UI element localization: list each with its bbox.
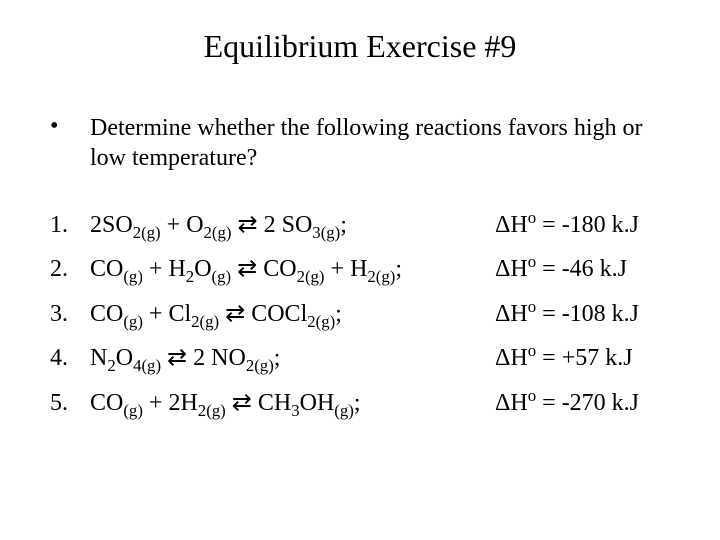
bullet-marker: • <box>50 113 90 173</box>
question-row: • Determine whether the following reacti… <box>50 113 670 173</box>
reaction-row: 5. CO(g) + 2H2(g) ⇄ CH3OH(g); ΔHo = -270… <box>50 387 670 419</box>
item-number: 4. <box>50 342 90 374</box>
reaction-equation: 2SO2(g) + O2(g) ⇄ 2 SO3(g); <box>90 209 495 241</box>
delta-h: ΔHo = +57 k.J <box>495 342 670 374</box>
page-title: Equilibrium Exercise #9 <box>50 28 670 65</box>
delta-h: ΔHo = -108 k.J <box>495 298 670 330</box>
delta-h: ΔHo = -46 k.J <box>495 253 670 285</box>
reaction-equation: CO(g) + Cl2(g) ⇄ COCl2(g); <box>90 298 495 330</box>
item-number: 2. <box>50 253 90 285</box>
reaction-row: 3. CO(g) + Cl2(g) ⇄ COCl2(g); ΔHo = -108… <box>50 298 670 330</box>
slide: Equilibrium Exercise #9 • Determine whet… <box>0 0 720 540</box>
delta-h: ΔHo = -270 k.J <box>495 387 670 419</box>
reaction-equation: CO(g) + 2H2(g) ⇄ CH3OH(g); <box>90 387 495 419</box>
reaction-row: 2. CO(g) + H2O(g) ⇄ CO2(g) + H2(g); ΔHo … <box>50 253 670 285</box>
item-number: 5. <box>50 387 90 419</box>
item-number: 1. <box>50 209 90 241</box>
reaction-row: 4. N2O4(g) ⇄ 2 NO2(g); ΔHo = +57 k.J <box>50 342 670 374</box>
reaction-equation: CO(g) + H2O(g) ⇄ CO2(g) + H2(g); <box>90 253 495 285</box>
item-number: 3. <box>50 298 90 330</box>
reaction-equation: N2O4(g) ⇄ 2 NO2(g); <box>90 342 495 374</box>
question-text: Determine whether the following reaction… <box>90 113 670 173</box>
delta-h: ΔHo = -180 k.J <box>495 209 670 241</box>
reaction-row: 1. 2SO2(g) + O2(g) ⇄ 2 SO3(g); ΔHo = -18… <box>50 209 670 241</box>
